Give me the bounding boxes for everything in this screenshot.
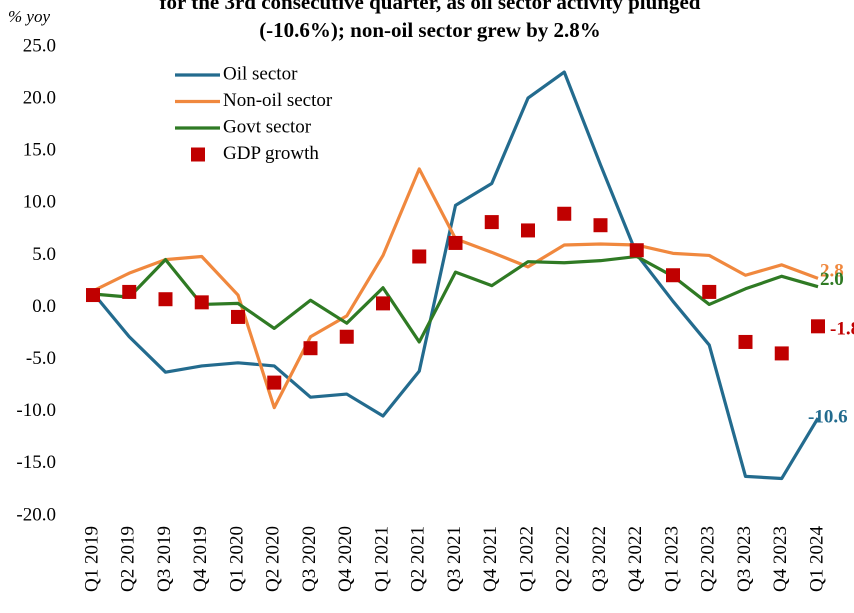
x-tick-label: Q4 2019	[190, 526, 211, 592]
x-tick-label: Q2 2021	[408, 526, 429, 592]
y-axis-label: % yoy	[8, 7, 50, 26]
line	[92, 254, 819, 344]
marker	[303, 341, 318, 356]
x-tick-label: Q4 2023	[770, 526, 791, 592]
marker	[738, 334, 753, 349]
marker	[521, 223, 535, 238]
x-tick-label: Q2 2020	[263, 526, 284, 592]
x-tick-label: Q2 2022	[553, 526, 574, 592]
x-tick-label: Q1 2019	[81, 526, 102, 592]
y-tick-label: -15.0	[16, 452, 56, 473]
marker	[194, 295, 209, 310]
y-tick-label: 0.0	[32, 296, 56, 317]
data-label: -1.8	[830, 319, 854, 340]
y-tick-label: 25.0	[23, 35, 56, 56]
marker	[557, 206, 572, 221]
y-tick-label: -20.0	[16, 504, 56, 525]
x-tick-label: Q3 2021	[444, 526, 465, 592]
data-label: 2.8	[820, 261, 844, 282]
marker	[629, 243, 644, 258]
x-tick-label: Q3 2022	[589, 526, 610, 592]
y-tick-label: 20.0	[23, 87, 56, 108]
marker	[666, 268, 680, 283]
y-tick-label: 15.0	[23, 140, 56, 161]
x-tick-label: Q2 2023	[698, 526, 719, 592]
marker	[267, 375, 282, 390]
marker	[376, 296, 390, 311]
legend-label: Govt sector	[223, 116, 312, 137]
marker	[339, 329, 354, 344]
marker	[811, 319, 825, 334]
line	[91, 70, 820, 481]
legend-marker	[191, 147, 205, 162]
legend-label: GDP growth	[223, 143, 319, 164]
legend-label: Oil sector	[223, 63, 298, 84]
marker	[448, 235, 463, 250]
x-tick-label: Q3 2023	[734, 526, 755, 592]
y-tick-label: 5.0	[32, 244, 56, 265]
marker	[774, 346, 789, 361]
marker	[158, 292, 173, 307]
x-tick-label: Q1 2022	[516, 526, 537, 592]
legend-label: Non-oil sector	[223, 90, 333, 111]
marker	[412, 249, 427, 264]
x-tick-label: Q3 2019	[154, 526, 175, 592]
x-tick-label: Q1 2023	[661, 526, 682, 592]
y-tick-label: 10.0	[23, 192, 56, 213]
data-label: -10.6	[808, 406, 848, 427]
x-tick-label: Q1 2024	[806, 526, 827, 592]
marker	[122, 284, 137, 299]
y-tick-label: -10.0	[16, 400, 56, 421]
x-tick-label: Q1 2020	[226, 526, 247, 592]
x-tick-label: Q4 2022	[625, 526, 646, 592]
y-tick-label: -5.0	[26, 348, 56, 369]
x-tick-label: Q2 2019	[118, 526, 139, 592]
x-tick-label: Q4 2020	[335, 526, 356, 592]
marker	[231, 309, 245, 324]
marker	[702, 284, 717, 299]
marker	[593, 218, 608, 233]
x-tick-label: Q4 2021	[480, 526, 501, 592]
x-tick-label: Q3 2020	[299, 526, 320, 592]
chart-title: for the 3rd consecutive quarter, as oil …	[160, 0, 701, 14]
x-tick-label: Q1 2021	[371, 526, 392, 592]
chart-title: (-10.6%); non-oil sector grew by 2.8%	[259, 18, 601, 42]
data-label: 2.0	[820, 269, 844, 290]
marker	[86, 288, 100, 303]
marker	[484, 215, 499, 230]
